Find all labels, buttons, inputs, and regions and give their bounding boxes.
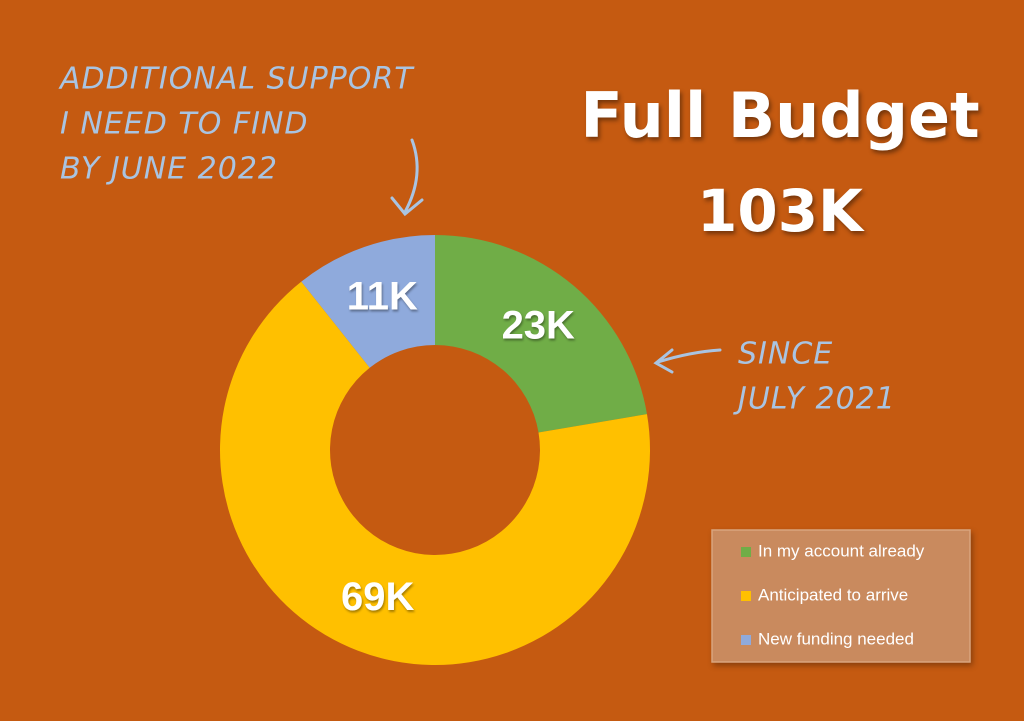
- data-label: 11K: [347, 274, 418, 318]
- donut-segment: [301, 235, 435, 368]
- chart-title: Full Budget: [580, 79, 979, 152]
- data-label: 23K: [502, 303, 575, 347]
- donut-segment: [435, 235, 647, 433]
- legend-swatch: [741, 591, 751, 601]
- legend-box: [711, 529, 971, 663]
- legend-label: Anticipated to arrive: [758, 585, 908, 604]
- chart-subtitle: 103K: [697, 177, 865, 245]
- legend-swatch: [741, 547, 751, 557]
- annotation: SINCE: [738, 337, 833, 372]
- donut-segment: [220, 281, 650, 665]
- legend-label: New funding needed: [758, 629, 914, 648]
- legend-label: In my account already: [758, 541, 925, 560]
- legend-swatch: [741, 635, 751, 645]
- annotation-arrow: [653, 348, 722, 374]
- annotation: ADDITIONAL SUPPORT: [58, 62, 415, 97]
- annotation: I NEED TO FIND: [60, 107, 309, 142]
- annotation-arrow: [390, 138, 424, 217]
- annotation: BY JUNE 2022: [60, 152, 278, 187]
- annotation: JULY 2021: [733, 382, 896, 417]
- data-label: 69K: [341, 575, 414, 619]
